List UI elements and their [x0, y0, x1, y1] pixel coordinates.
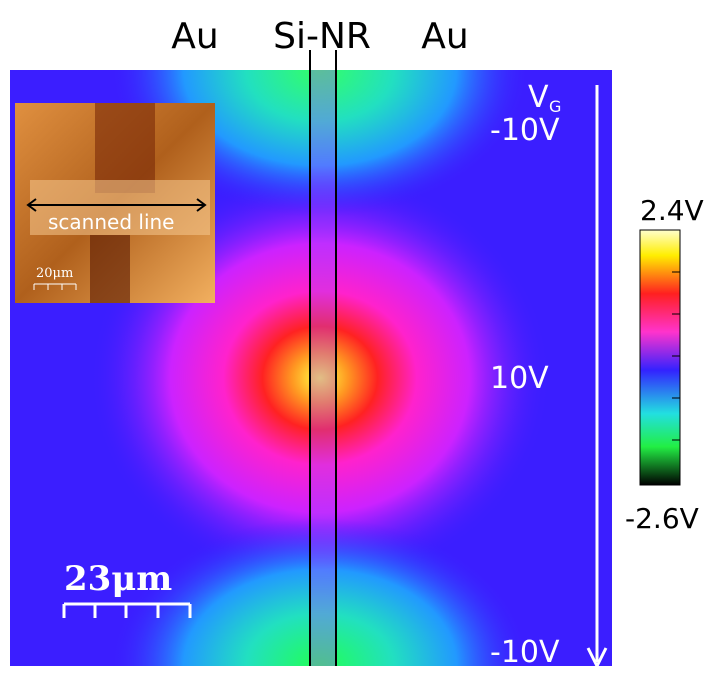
- colorbar-gradient: [639, 229, 681, 486]
- label-si-nr: Si-NR: [273, 16, 371, 57]
- scan-arrow: [26, 198, 37, 212]
- gate-arrow-head: [586, 647, 608, 670]
- scale-ticks: [62, 602, 192, 618]
- scale-label: 23μm: [64, 559, 172, 599]
- gate-middle: 10V: [490, 361, 549, 396]
- potential-map: [10, 50, 612, 666]
- inset-scale-ticks: [33, 283, 77, 290]
- scan-label: scanned line: [48, 210, 174, 234]
- inset-pad: [95, 103, 155, 193]
- axis-subscript: G: [549, 97, 561, 116]
- inset: scanned line 20μm: [15, 103, 215, 303]
- axis-symbol: V: [528, 80, 549, 115]
- gate-labels: V G -10V 10V -10V: [490, 80, 561, 670]
- scale-bar: 23μm: [62, 559, 192, 618]
- gate-bottom: -10V: [490, 635, 560, 670]
- colorbar-max: 2.4V: [640, 194, 704, 227]
- label-au-left: Au: [171, 16, 218, 57]
- label-au-right: Au: [421, 16, 468, 57]
- scan-arrow: [196, 198, 207, 212]
- colorbar-ticks: [672, 271, 680, 441]
- inset-scale-label: 20μm: [36, 266, 73, 281]
- gate-top: -10V: [490, 113, 560, 148]
- inset-electrode: [30, 180, 210, 235]
- colorbar: 2.4V -2.6V: [625, 194, 704, 535]
- inset-pad: [90, 235, 130, 303]
- ribbon: [310, 70, 336, 666]
- colorbar-min: -2.6V: [625, 502, 699, 535]
